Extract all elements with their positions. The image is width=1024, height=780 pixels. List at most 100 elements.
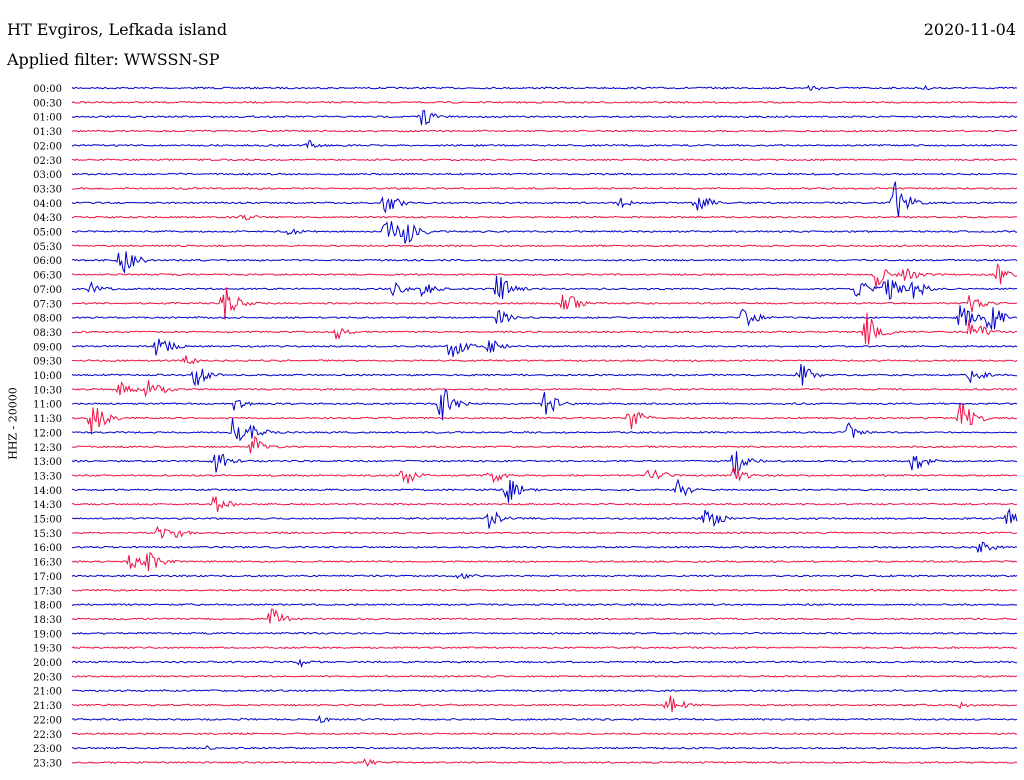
time-tick-label: 19:30	[33, 644, 62, 655]
seismic-trace	[71, 100, 1018, 104]
seismic-trace	[71, 172, 1018, 176]
time-tick-label: 04:30	[33, 213, 62, 224]
seismic-trace	[71, 695, 1017, 713]
seismic-trace	[71, 478, 1018, 503]
time-tick-label: 00:00	[33, 84, 62, 95]
time-tick-label: 14:30	[33, 500, 62, 511]
time-tick-label: 13:30	[33, 471, 62, 482]
time-tick-label: 12:30	[33, 443, 62, 454]
time-tick-label: 09:30	[33, 357, 62, 368]
seismic-trace	[71, 572, 1018, 580]
seismic-trace	[71, 275, 1018, 300]
time-tick-label: 14:00	[33, 486, 62, 497]
seismic-trace	[71, 355, 1018, 365]
time-tick-label: 02:00	[33, 141, 62, 152]
time-tick-label: 06:30	[33, 271, 62, 282]
seismic-trace	[72, 674, 1018, 678]
seismic-trace	[72, 732, 1018, 736]
seismic-trace	[71, 380, 1018, 398]
time-tick-label: 08:30	[33, 328, 62, 339]
seismic-trace	[71, 129, 1018, 133]
time-tick-label: 20:00	[33, 658, 62, 669]
seismic-trace	[71, 338, 1018, 357]
seismic-trace	[71, 140, 1018, 149]
seismic-trace	[71, 745, 1018, 750]
time-tick-label: 04:00	[33, 199, 62, 210]
time-tick-label: 10:00	[33, 371, 62, 382]
seismic-trace	[71, 451, 1018, 475]
time-tick-label: 12:00	[33, 428, 62, 439]
time-tick-label: 03:00	[33, 170, 62, 181]
time-tick-label: 05:30	[33, 242, 62, 253]
seismic-trace	[71, 312, 1018, 345]
seismic-trace	[71, 251, 1018, 274]
seismic-trace	[71, 388, 1018, 421]
time-tick-label: 18:00	[33, 601, 62, 612]
time-tick-label: 01:30	[33, 127, 62, 138]
time-tick-label: 23:00	[33, 744, 62, 755]
filter-label: Applied filter: WWSSN-SP	[7, 50, 220, 69]
seismic-trace	[71, 418, 1018, 442]
seismic-trace	[71, 181, 1018, 218]
seismic-trace	[71, 221, 1018, 244]
time-tick-label: 17:00	[33, 572, 62, 583]
time-tick-label: 18:30	[33, 615, 62, 626]
seismic-trace	[71, 541, 1018, 553]
seismic-trace	[71, 110, 1018, 126]
time-tick-label: 21:30	[33, 701, 62, 712]
time-tick-label: 01:00	[33, 113, 62, 124]
seismic-trace	[71, 525, 1018, 540]
time-tick-label: 22:00	[33, 715, 62, 726]
seismic-trace	[71, 402, 1018, 435]
time-tick-label: 15:00	[33, 515, 62, 526]
date-label: 2020-11-04	[923, 20, 1016, 39]
seismic-trace	[71, 608, 1018, 624]
station-title: HT Evgiros, Lefkada island	[7, 20, 228, 39]
seismic-trace	[71, 466, 1018, 484]
time-tick-label: 22:30	[33, 730, 62, 741]
seismic-trace	[71, 305, 1018, 330]
time-tick-label: 03:30	[33, 184, 62, 195]
time-tick-label: 08:00	[33, 314, 62, 325]
time-tick-label: 07:30	[33, 299, 62, 310]
time-tick-label: 11:00	[33, 400, 62, 411]
time-tick-label: 19:00	[33, 629, 62, 640]
time-tick-label: 17:30	[33, 586, 62, 597]
time-tick-label: 15:30	[33, 529, 62, 540]
seismic-trace	[71, 363, 1018, 387]
time-tick-label: 05:00	[33, 228, 62, 239]
time-tick-label: 00:30	[33, 98, 62, 109]
seismic-trace	[71, 758, 1018, 768]
seismic-trace	[71, 551, 1018, 572]
seismic-trace	[71, 631, 1018, 635]
seismic-trace	[71, 646, 1018, 650]
time-tick-label: 06:00	[33, 256, 62, 267]
seismic-trace	[71, 689, 1018, 693]
time-tick-label: 02:30	[33, 156, 62, 167]
time-tick-label: 23:30	[33, 758, 62, 769]
seismic-trace	[71, 508, 1018, 529]
seismic-trace	[71, 588, 1018, 592]
time-tick-label: 16:00	[33, 543, 62, 554]
seismic-trace	[72, 435, 1018, 454]
seismic-trace	[71, 187, 1018, 190]
seismic-trace	[71, 84, 1018, 91]
time-tick-label: 13:00	[33, 457, 62, 468]
seismic-trace	[71, 244, 1018, 248]
time-tick-label: 07:00	[33, 285, 62, 296]
seismic-trace	[71, 603, 1018, 607]
seismic-trace	[71, 263, 1018, 288]
seismic-trace	[71, 714, 1018, 724]
seismic-trace	[71, 495, 1018, 513]
time-tick-label: 16:30	[33, 558, 62, 569]
seismic-trace	[71, 158, 1018, 162]
seismic-trace	[71, 287, 1018, 320]
seismic-trace	[71, 658, 1018, 669]
time-tick-label: 20:30	[33, 672, 62, 683]
time-tick-label: 11:30	[33, 414, 62, 425]
time-tick-label: 10:30	[33, 385, 62, 396]
seismic-trace	[71, 214, 1018, 221]
time-tick-label: 21:00	[33, 687, 62, 698]
time-tick-label: 09:00	[33, 342, 62, 353]
